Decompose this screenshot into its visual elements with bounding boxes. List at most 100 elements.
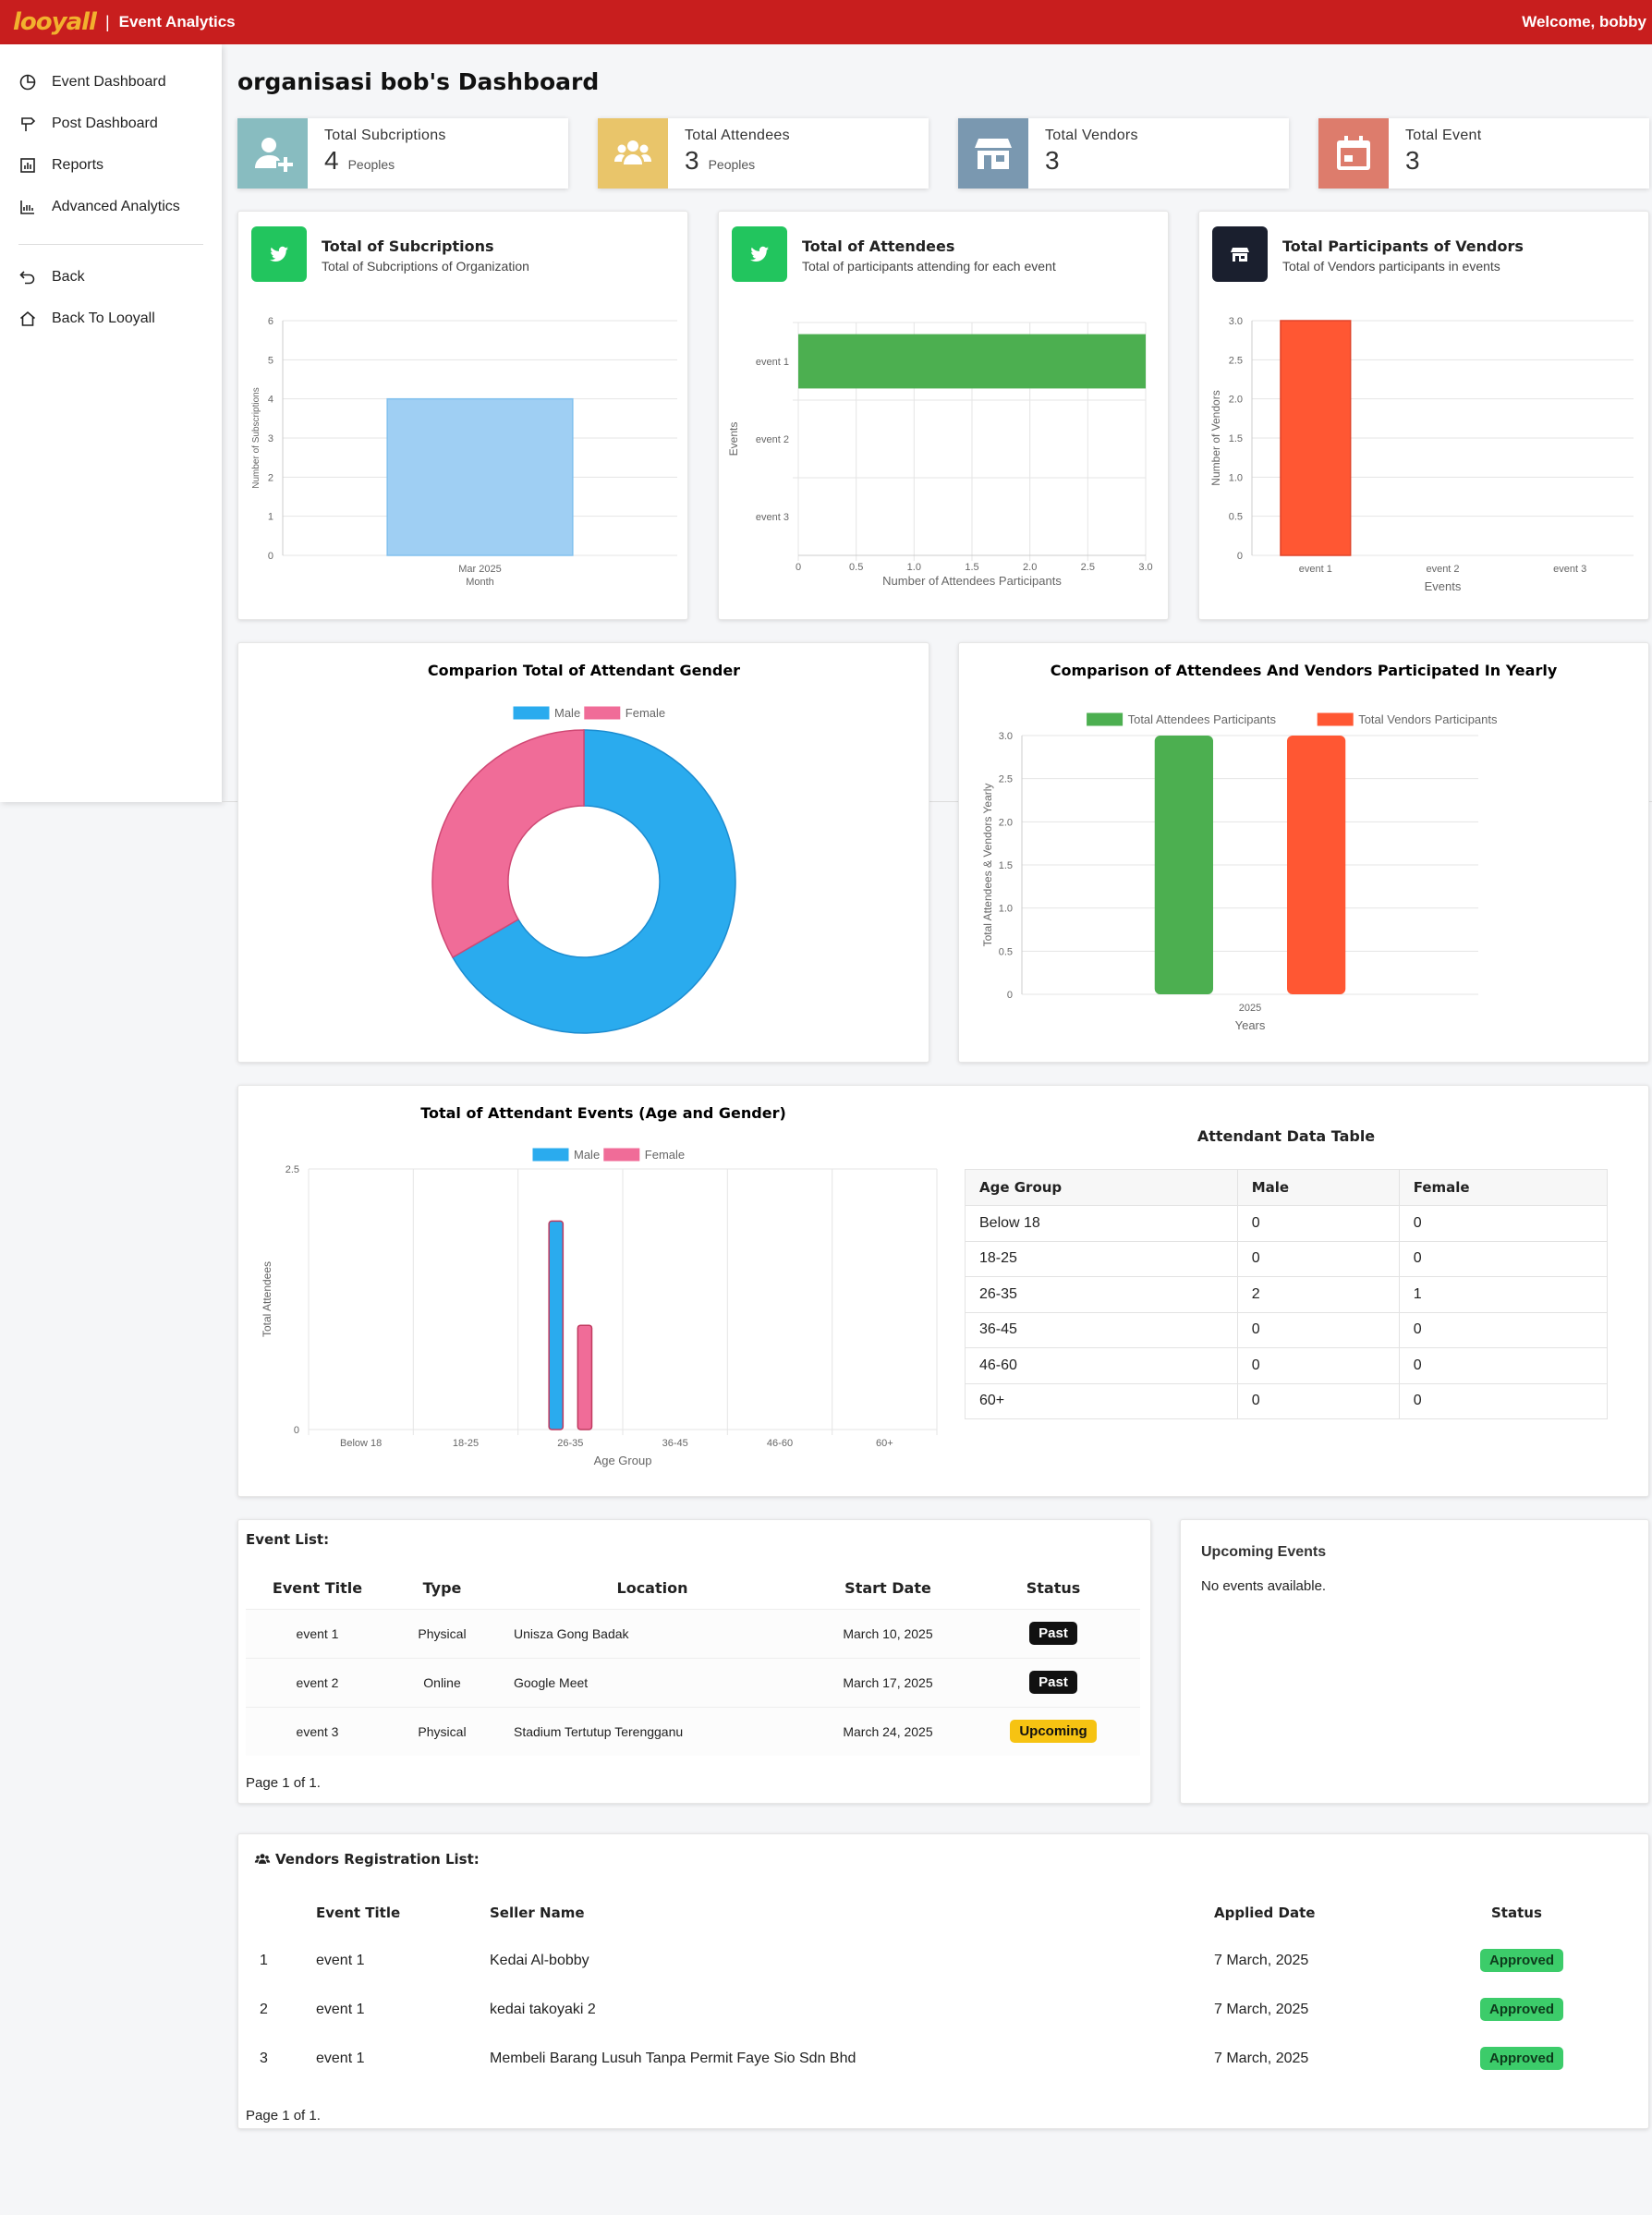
y-tick-label: 3.0 bbox=[999, 731, 1013, 742]
table-row[interactable]: 2 event 1 kedai takoyaki 2 7 March, 2025… bbox=[246, 1985, 1652, 2034]
event-location: Google Meet bbox=[495, 1657, 809, 1707]
calendar-icon bbox=[1318, 118, 1389, 189]
y-tick-label: event 1 bbox=[756, 357, 789, 368]
y-tick-label: 6 bbox=[268, 316, 273, 327]
status-badge: Upcoming bbox=[1010, 1720, 1097, 1744]
y-tick-label: 1 bbox=[268, 512, 273, 523]
x-tick-label: 0.5 bbox=[849, 562, 863, 573]
table-cell: 18-25 bbox=[965, 1240, 1238, 1277]
stat-card-vendors: Total Vendors 3 bbox=[958, 118, 1289, 189]
legend-swatch bbox=[603, 1148, 640, 1162]
legend-label: Female bbox=[626, 706, 665, 720]
looyall-logo[interactable]: looyall bbox=[13, 8, 97, 36]
y-tick-label: 2.5 bbox=[1229, 355, 1243, 366]
legend-label: Total Attendees Participants bbox=[1128, 712, 1277, 726]
table-cell: 0 bbox=[1236, 1311, 1400, 1348]
attendees-bar-chart: 0 0.5 1.0 1.5 2.0 2.5 3.0 event 1 event 2 event 3… bbox=[727, 322, 1153, 588]
table-row[interactable]: event 2 Online Google Meet March 17, 202… bbox=[246, 1657, 1140, 1707]
y-tick-label: 2.0 bbox=[999, 817, 1013, 828]
table-row[interactable]: 3 event 1 Membeli Barang Lusuh Tanpa Per… bbox=[246, 2034, 1652, 2083]
clock-pie-icon bbox=[19, 74, 36, 90]
brand-separator: | bbox=[104, 12, 110, 31]
table-header: Event Title bbox=[316, 1905, 401, 1921]
y-tick-label: 0.5 bbox=[999, 946, 1013, 957]
table-cell: 1 bbox=[1398, 1276, 1609, 1313]
y-tick-label: 0 bbox=[1007, 990, 1013, 1001]
sidebar-item-reports[interactable]: Reports bbox=[0, 144, 222, 186]
vendor-event: event 1 bbox=[316, 2050, 365, 2066]
table-row[interactable]: event 1 Physical Unisza Gong Badak March… bbox=[246, 1608, 1140, 1658]
event-type: Physical bbox=[389, 1608, 495, 1658]
table-header: Age Group bbox=[965, 1169, 1238, 1206]
table-header: Status bbox=[1026, 1579, 1081, 1598]
table-cell: 0 bbox=[1398, 1205, 1609, 1242]
y-tick-label: 4 bbox=[268, 395, 273, 406]
card-attendees-chart: Total of Attendees Total of participants … bbox=[718, 211, 1169, 620]
sidebar-item-back[interactable]: Back bbox=[0, 256, 222, 298]
sidebar-item-back-to-looyall[interactable]: Back To Looyall bbox=[0, 298, 222, 339]
legend-label: Male bbox=[554, 706, 580, 720]
twitter-bird-icon bbox=[732, 226, 787, 282]
sidebar-item-post-dashboard[interactable]: Post Dashboard bbox=[0, 103, 222, 144]
table-row[interactable]: 1 event 1 Kedai Al-bobby 7 March, 2025 A… bbox=[246, 1936, 1652, 1985]
sidebar-item-label: Advanced Analytics bbox=[52, 198, 180, 214]
stat-label: Total Event bbox=[1405, 128, 1482, 143]
y-tick-label: 0 bbox=[294, 1425, 299, 1436]
y-tick-label: 1.0 bbox=[1229, 472, 1243, 483]
chart-title: Comparison of Attendees And Vendors Part… bbox=[1051, 662, 1558, 679]
table-cell: 46-60 bbox=[965, 1347, 1238, 1384]
table-cell: 0 bbox=[1398, 1382, 1609, 1419]
home-icon bbox=[19, 310, 36, 326]
top-bar: looyall | Event Analytics Welcome, bobby bbox=[0, 0, 1652, 44]
table-cell: 26-35 bbox=[965, 1276, 1238, 1313]
event-type: Physical bbox=[389, 1706, 495, 1756]
x-tick-label: 1.0 bbox=[907, 562, 921, 573]
x-tick-label: 36-45 bbox=[662, 1438, 688, 1449]
event-date: March 17, 2025 bbox=[809, 1657, 966, 1707]
chart-title: Total of Subcriptions bbox=[322, 237, 494, 255]
event-title: event 1 bbox=[246, 1608, 389, 1658]
users-icon bbox=[598, 118, 668, 189]
table-row[interactable]: event 3 Physical Stadium Tertutup Tereng… bbox=[246, 1706, 1140, 1756]
table-row: 18-25 0 0 bbox=[965, 1240, 1609, 1277]
y-tick-label: 1.5 bbox=[1229, 433, 1243, 444]
chart-title: Comparion Total of Attendant Gender bbox=[428, 662, 740, 679]
legend-label: Female bbox=[645, 1148, 685, 1162]
welcome-user[interactable]: Welcome, bobby bbox=[1522, 13, 1646, 30]
row-number: 1 bbox=[260, 1952, 268, 1968]
event-location: Unisza Gong Badak bbox=[495, 1608, 809, 1658]
card-subscriptions-chart: Total of Subcriptions Total of Subcriptio… bbox=[237, 211, 688, 620]
store-icon bbox=[958, 118, 1028, 189]
stat-unit: Peoples bbox=[708, 157, 756, 172]
status-badge: Approved bbox=[1480, 1949, 1564, 1972]
chart-title: Total Participants of Vendors bbox=[1282, 237, 1524, 255]
event-date: March 10, 2025 bbox=[809, 1608, 966, 1658]
x-tick-label: 46-60 bbox=[767, 1438, 793, 1449]
section-title: Event Analytics bbox=[118, 13, 236, 30]
sidebar-item-advanced-analytics[interactable]: Advanced Analytics bbox=[0, 186, 222, 227]
report-chart-icon bbox=[20, 157, 35, 173]
donut-slice bbox=[451, 729, 736, 1034]
stat-card-events: Total Event 3 bbox=[1318, 118, 1649, 189]
table-cell: 60+ bbox=[965, 1382, 1238, 1419]
stat-value: 3 bbox=[1405, 146, 1420, 175]
gender-donut-chart: Comparion Total of Attendant Gender Male F… bbox=[428, 662, 740, 1034]
x-axis-label: Number of Attendees Participants bbox=[882, 574, 1062, 588]
brand: looyall | Event Analytics bbox=[13, 8, 236, 36]
card-upcoming-events: Upcoming Events No events available. bbox=[1180, 1519, 1649, 1804]
y-tick-label: 2 bbox=[268, 472, 273, 483]
y-tick-label: 1.0 bbox=[999, 904, 1013, 915]
table-row: 60+ 0 0 bbox=[965, 1382, 1609, 1419]
legend-label: Total Vendors Participants bbox=[1358, 712, 1498, 726]
stat-unit: Peoples bbox=[347, 157, 395, 172]
sidebar-item-event-dashboard[interactable]: Event Dashboard bbox=[0, 61, 222, 103]
event-list-title: Event List: bbox=[246, 1531, 330, 1548]
x-tick-label: event 3 bbox=[1553, 564, 1586, 575]
bar bbox=[386, 397, 574, 556]
table-header bbox=[246, 1890, 316, 1936]
x-tick-label: Below 18 bbox=[340, 1438, 382, 1449]
x-axis-label: Years bbox=[1235, 1018, 1266, 1032]
legend-swatch bbox=[513, 706, 550, 720]
legend-label: Male bbox=[574, 1148, 600, 1162]
x-tick-label: 0 bbox=[796, 562, 801, 573]
